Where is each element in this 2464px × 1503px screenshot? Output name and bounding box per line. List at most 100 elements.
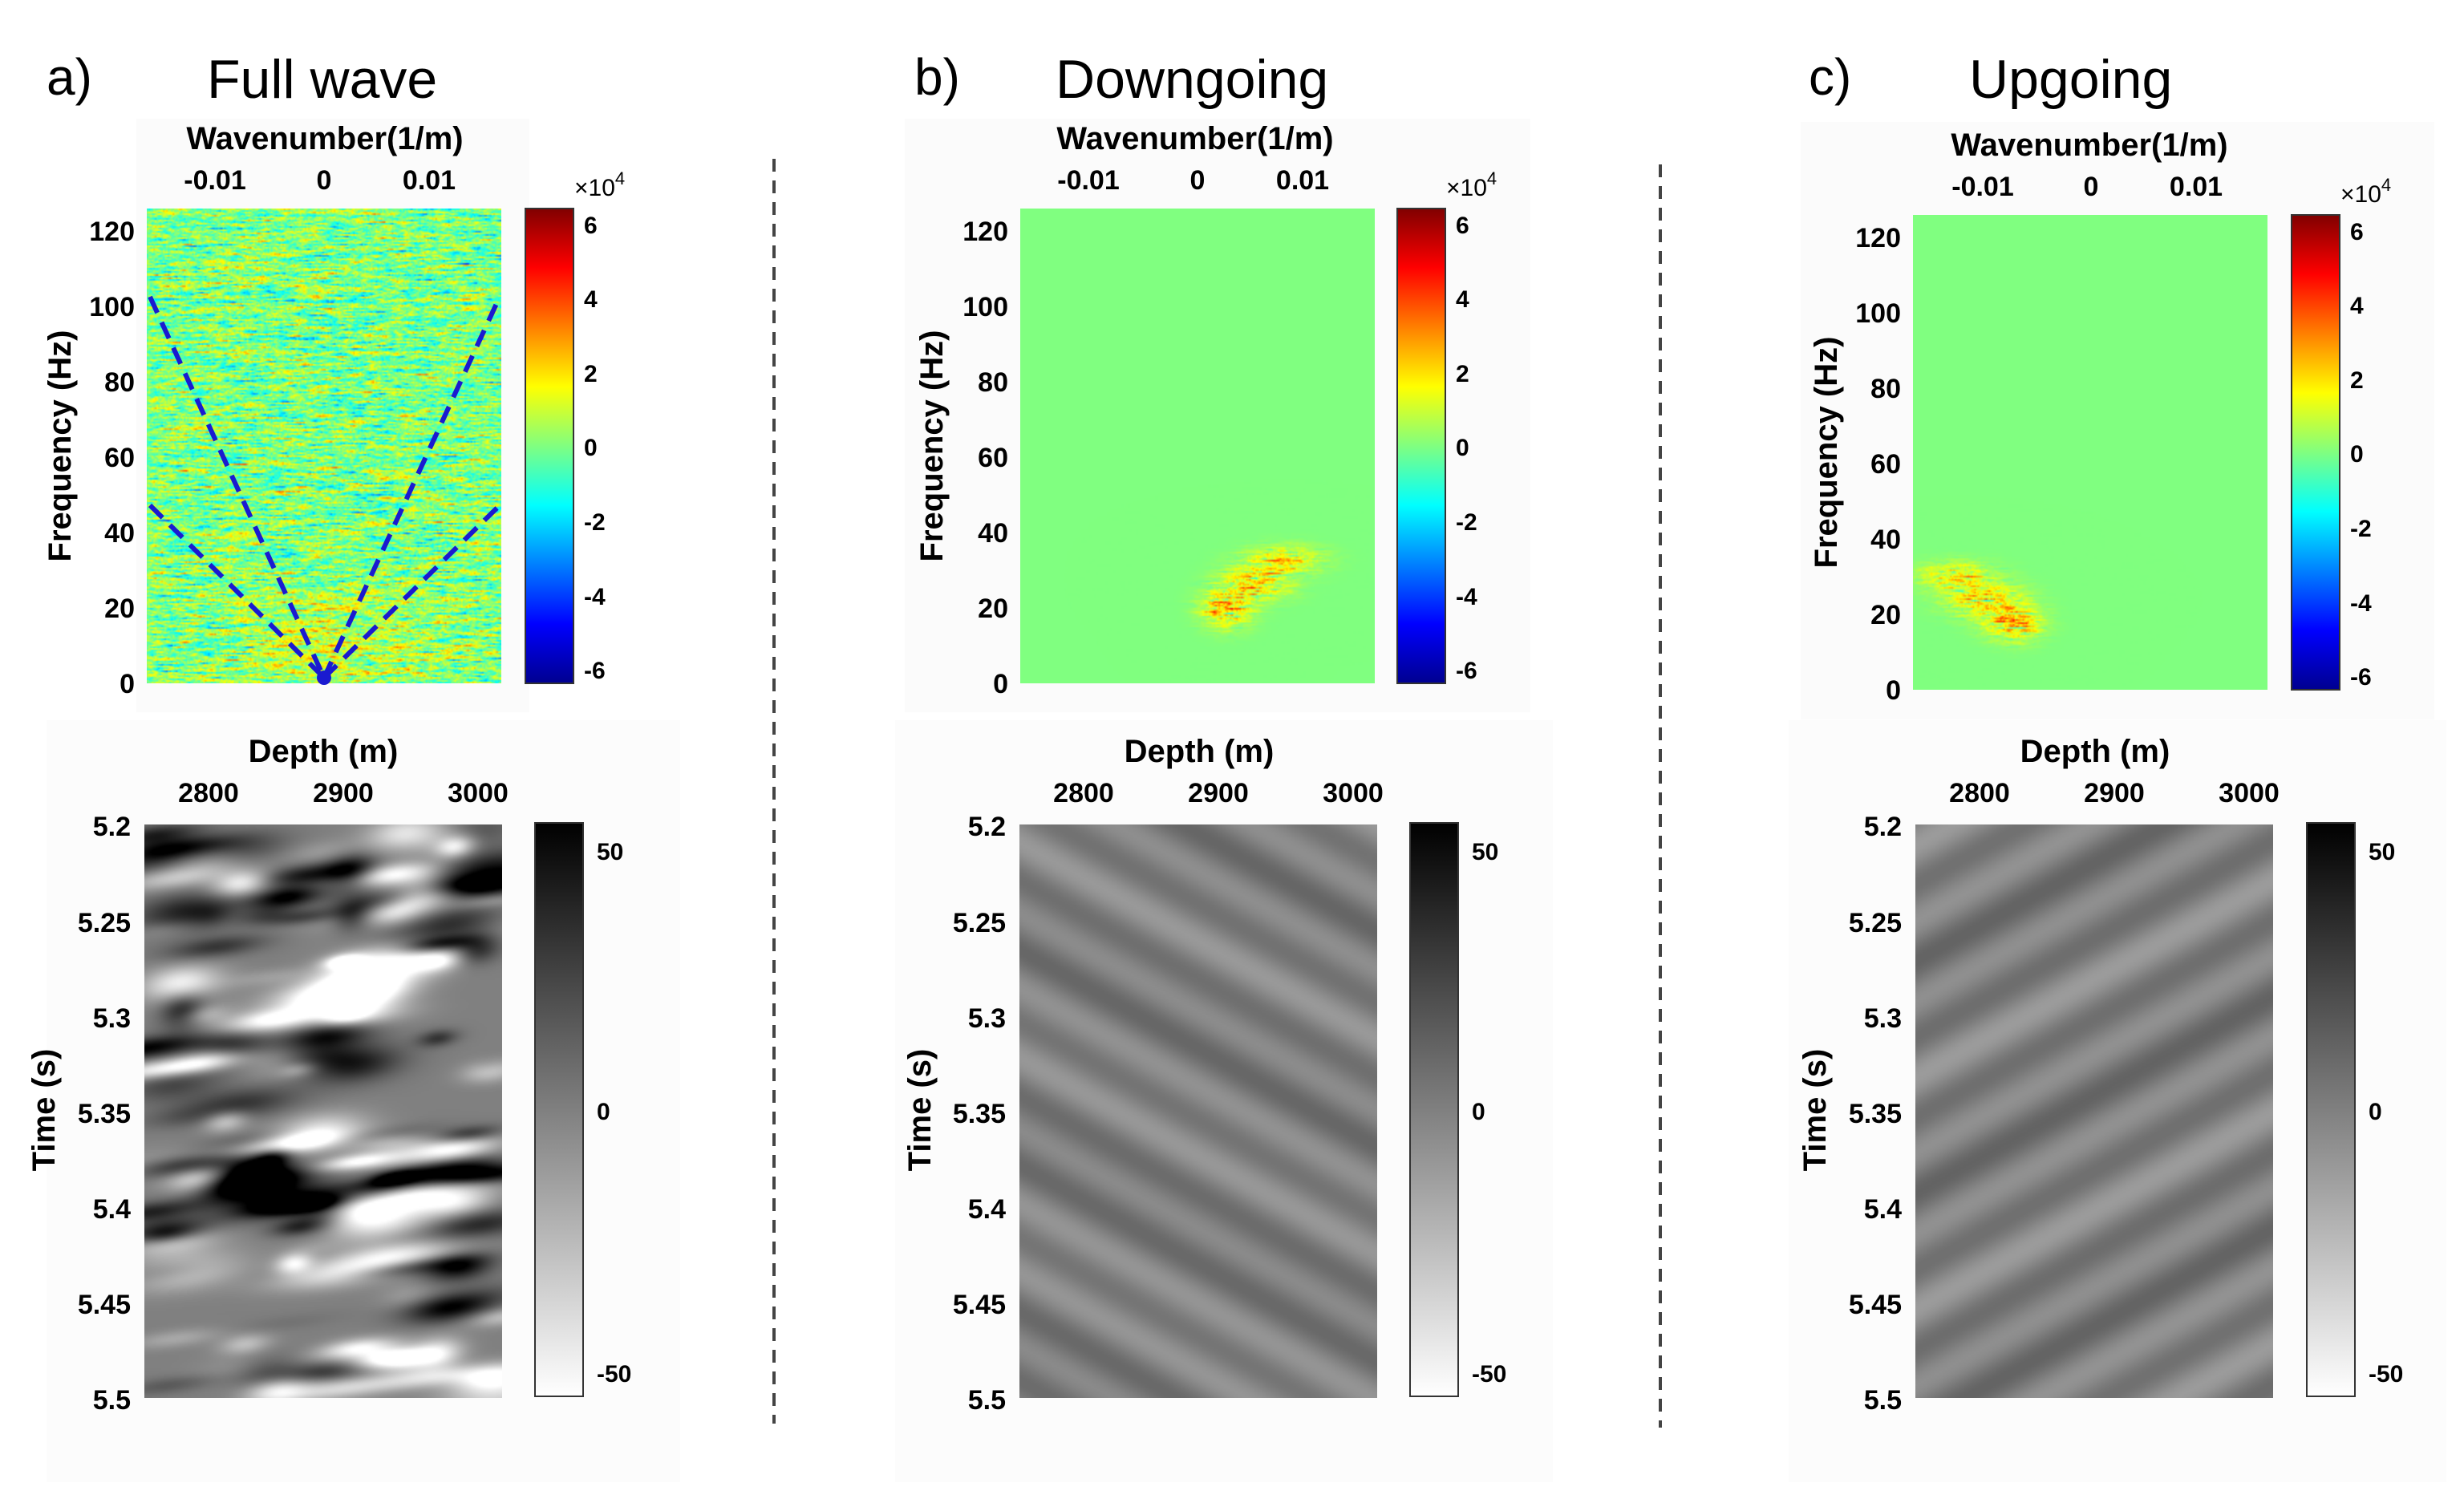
- tx-ytick: 5.35: [78, 1099, 131, 1129]
- fk-ytick: 120: [962, 217, 1008, 247]
- tx-ytick: 5.5: [1864, 1385, 1902, 1416]
- panel-title: Upgoing: [1969, 49, 2172, 110]
- fk-ytick: 80: [104, 367, 135, 398]
- fk-ylabel: Frequency (Hz): [1809, 337, 1844, 569]
- tx-xtick: 2900: [1188, 778, 1249, 808]
- tx-ytick: 5.25: [1849, 908, 1902, 938]
- fk-colorbar-tick: 6: [2350, 219, 2364, 245]
- fk-colorbar-tick: 4: [2350, 293, 2364, 319]
- fk-xtick: 0.01: [1276, 165, 1329, 196]
- fk-colorbar-tick: -4: [1456, 584, 1477, 610]
- panel-letter: a): [47, 48, 92, 106]
- tx-ytick: 5.45: [78, 1290, 131, 1320]
- tx-plot: Depth (m) 2800 2900 3000 5.2 5.25 5.3 5.…: [26, 720, 680, 1482]
- fk-xtick: 0: [1190, 165, 1206, 196]
- tx-ytick: 5.25: [78, 908, 131, 938]
- fk-image: [1020, 209, 1375, 683]
- panel-c: c) Upgoing Wavenumber(1/m) -0.01 0 0.01 …: [1789, 48, 2446, 1482]
- fk-xtick: -0.01: [184, 165, 246, 196]
- fk-colorbar-tick: 4: [1456, 286, 1469, 313]
- fk-colorbar: [525, 208, 574, 684]
- fk-ytick: 120: [89, 217, 135, 247]
- fk-colorbar-tick: -6: [1456, 658, 1477, 684]
- fk-xtick: 0.01: [2170, 172, 2223, 202]
- fk-xtick: 0: [317, 165, 332, 196]
- fk-colorbar-tick: -6: [2350, 664, 2372, 691]
- tx-colorbar-tick: -50: [1472, 1361, 1506, 1388]
- tx-ytick: 5.35: [953, 1099, 1006, 1129]
- fk-colorbar-tick: -4: [584, 584, 606, 610]
- tx-ytick: 5.3: [968, 1003, 1006, 1034]
- fk-ytick: 20: [104, 594, 135, 624]
- fk-colorbar-tick: 2: [584, 361, 598, 387]
- tx-xlabel: Depth (m): [2020, 734, 2170, 769]
- fk-ytick: 0: [1886, 675, 1901, 706]
- tx-xtick: 3000: [448, 778, 509, 808]
- tx-colorbar-tick: 0: [2369, 1099, 2382, 1125]
- tx-image: [1019, 824, 1377, 1398]
- fk-colorbar-tick: 6: [584, 213, 598, 239]
- tx-colorbar-tick: 0: [597, 1099, 610, 1125]
- fk-ytick: 80: [1870, 374, 1901, 404]
- fk-xtick: 0.01: [403, 165, 456, 196]
- fk-xlabel: Wavenumber(1/m): [1951, 128, 2227, 163]
- tx-image: [144, 824, 502, 1398]
- tx-plot: Depth (m) 2800 2900 3000 5.2 5.25 5.3 5.…: [895, 720, 1553, 1482]
- fk-colorbar-tick: 2: [1456, 361, 1469, 387]
- panel-title: Downgoing: [1056, 49, 1328, 110]
- fk-ytick: 0: [120, 669, 135, 699]
- fk-ytick: 40: [978, 518, 1008, 549]
- tx-ytick: 5.4: [1864, 1194, 1902, 1225]
- dashed-line: [322, 503, 502, 680]
- tx-ylabel: Time (s): [902, 1049, 938, 1172]
- dashed-line: [148, 503, 326, 680]
- fk-plot: Wavenumber(1/m) -0.01 0 0.01 0 20 40 60 …: [1801, 122, 2434, 719]
- tx-colorbar-tick: -50: [2369, 1361, 2403, 1388]
- tx-ytick: 5.35: [1849, 1099, 1902, 1129]
- tx-ylabel: Time (s): [1797, 1049, 1833, 1172]
- tx-ytick: 5.45: [1849, 1290, 1902, 1320]
- tx-plot: Depth (m) 2800 2900 3000 5.2 5.25 5.3 5.…: [1789, 720, 2446, 1482]
- fk-ytick: 100: [89, 292, 135, 322]
- tx-xtick: 3000: [2219, 778, 2280, 808]
- tx-colorbar-tick: 50: [2369, 839, 2395, 865]
- fk-colorbar-tick: 0: [2350, 441, 2364, 468]
- fk-ytick: 20: [978, 594, 1008, 624]
- tx-xtick: 2900: [313, 778, 374, 808]
- tx-colorbar-tick: 50: [597, 839, 623, 865]
- tx-ylabel: Time (s): [26, 1049, 62, 1172]
- fk-ytick: 60: [1870, 449, 1901, 480]
- panel-title: Full wave: [207, 49, 437, 110]
- panel-letter: c): [1809, 48, 1851, 106]
- tx-ytick: 5.2: [1864, 812, 1902, 842]
- tx-ytick: 5.3: [1864, 1003, 1902, 1034]
- fk-colorbar-tick: 4: [584, 286, 598, 313]
- fk-colorbar: [2291, 214, 2340, 691]
- fk-plot: Wavenumber(1/m) -0.01 0 0.01 0 20 40 60 …: [43, 119, 625, 712]
- fk-xlabel: Wavenumber(1/m): [186, 121, 463, 156]
- fk-colorbar-tick: 6: [1456, 213, 1469, 239]
- fk-xtick: -0.01: [1951, 172, 2014, 202]
- fk-colorbar-tick: 0: [584, 435, 598, 461]
- tx-xlabel: Depth (m): [249, 734, 399, 769]
- tx-ytick: 5.5: [968, 1385, 1006, 1416]
- fk-colorbar-tick: -6: [584, 658, 606, 684]
- tx-xtick: 3000: [1323, 778, 1384, 808]
- fk-colorbar-tick: -2: [1456, 509, 1477, 536]
- fk-ytick: 60: [104, 443, 135, 473]
- panel-letter: b): [914, 48, 960, 106]
- fk-ytick: 0: [993, 669, 1008, 699]
- tx-colorbar: [2306, 822, 2356, 1397]
- panel-a: a) Full wave Wavenumber(1/m) -0.01 0 0.0…: [26, 48, 680, 1482]
- tx-ytick: 5.45: [953, 1290, 1006, 1320]
- dashed-line: [148, 295, 326, 679]
- panel-b: b) Downgoing Wavenumber(1/m) -0.01 0 0.0…: [895, 48, 1553, 1482]
- fk-colorbar-tick: -2: [584, 509, 606, 536]
- tx-colorbar-tick: 0: [1472, 1099, 1485, 1125]
- fk-ytick: 40: [104, 518, 135, 549]
- fk-colorbar: [1396, 208, 1446, 684]
- fk-ytick: 80: [978, 367, 1008, 398]
- fk-colorbar-tick: -2: [2350, 516, 2372, 542]
- tx-xlabel: Depth (m): [1125, 734, 1275, 769]
- fk-colorbar-tick: 2: [2350, 367, 2364, 394]
